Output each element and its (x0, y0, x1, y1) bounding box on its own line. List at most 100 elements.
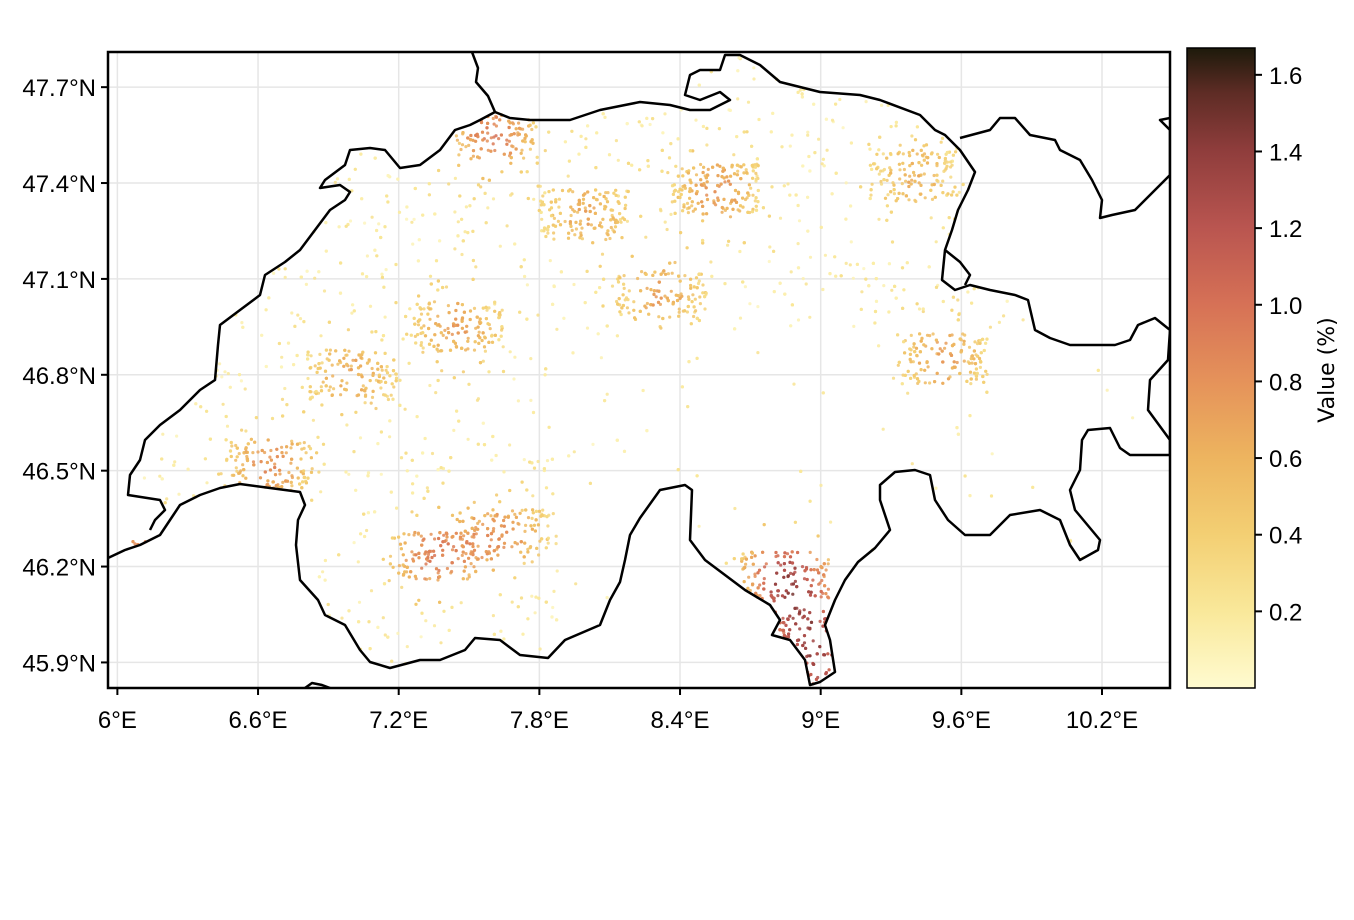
data-point (223, 370, 227, 374)
data-point (523, 541, 527, 545)
data-point (646, 164, 650, 168)
data-point (219, 472, 223, 476)
data-point (367, 358, 371, 362)
data-point (486, 206, 490, 210)
data-point (522, 156, 526, 160)
data-point (486, 533, 490, 538)
data-point (796, 550, 800, 555)
data-point (428, 307, 432, 311)
data-point (754, 208, 759, 212)
data-point (551, 492, 555, 496)
data-point (621, 303, 626, 308)
data-point (761, 206, 766, 210)
data-point (465, 577, 469, 581)
data-point (441, 548, 445, 552)
data-point (532, 197, 536, 201)
data-point (438, 600, 442, 604)
data-point (480, 338, 484, 343)
data-point (753, 165, 758, 169)
data-point (404, 451, 408, 455)
data-point (359, 356, 363, 360)
data-point (260, 333, 264, 337)
data-point (915, 353, 919, 358)
data-point (492, 122, 496, 126)
data-point (317, 362, 321, 366)
data-point (525, 283, 530, 287)
data-point (384, 380, 388, 384)
data-point (541, 194, 545, 198)
data-point (699, 183, 704, 187)
data-point (476, 442, 480, 446)
austria-border-east (959, 116, 1170, 220)
data-point (896, 197, 900, 201)
data-point (577, 202, 582, 206)
data-point (530, 560, 534, 564)
data-point (617, 297, 621, 301)
data-point (345, 353, 349, 357)
data-point (538, 647, 542, 651)
data-point (688, 189, 692, 194)
data-point (469, 562, 473, 566)
data-point (269, 448, 273, 453)
data-point (839, 274, 843, 278)
data-point (497, 537, 501, 541)
data-point (481, 138, 485, 142)
data-point (905, 261, 909, 265)
data-point (914, 346, 919, 350)
data-point (456, 220, 460, 224)
data-point (281, 414, 285, 418)
data-point (454, 134, 458, 138)
data-point (815, 568, 820, 572)
data-point (436, 279, 440, 283)
data-point (428, 549, 432, 553)
data-point (653, 270, 657, 274)
data-point (802, 641, 807, 645)
data-point (365, 361, 370, 365)
data-point (604, 237, 608, 242)
data-point (516, 605, 520, 609)
data-point (259, 460, 263, 464)
data-point (269, 458, 273, 462)
data-point (762, 577, 766, 581)
data-point (427, 302, 431, 306)
data-point (472, 306, 477, 310)
data-point (541, 508, 545, 512)
data-point (324, 384, 328, 388)
data-point (426, 555, 430, 560)
data-point (907, 150, 911, 155)
data-point (240, 321, 244, 325)
data-point (426, 312, 430, 316)
data-point (432, 549, 436, 553)
data-point (381, 616, 385, 620)
data-point (930, 197, 935, 201)
data-point (703, 307, 707, 311)
data-point (481, 176, 485, 181)
data-point (175, 434, 179, 438)
data-point (806, 130, 810, 134)
data-point (915, 377, 920, 381)
data-point (246, 442, 250, 446)
data-point (469, 552, 473, 556)
data-point (361, 384, 365, 388)
data-point (324, 249, 328, 253)
data-point (735, 173, 739, 177)
data-point (844, 261, 848, 265)
data-point (901, 306, 905, 310)
data-point (753, 163, 757, 167)
data-point (498, 500, 502, 504)
data-point (396, 177, 400, 181)
data-point (687, 297, 691, 301)
data-point (891, 181, 895, 185)
data-point (366, 511, 370, 515)
data-point (543, 373, 547, 377)
data-point (513, 355, 517, 359)
data-point (437, 323, 441, 327)
data-point (306, 376, 310, 381)
data-point (795, 642, 800, 647)
data-point (399, 547, 403, 551)
data-point (737, 56, 741, 60)
data-point (688, 178, 692, 182)
data-point (579, 231, 583, 235)
data-point (319, 490, 323, 494)
data-point (466, 339, 470, 343)
